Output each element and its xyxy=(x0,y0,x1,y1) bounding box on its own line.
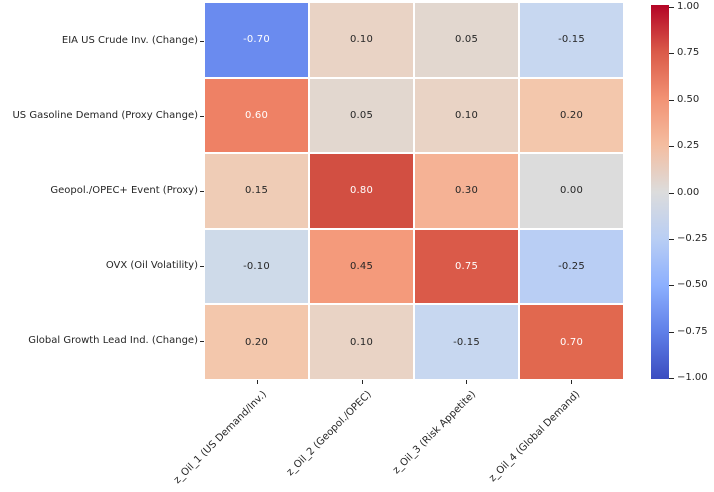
heatmap-cell: 0.20 xyxy=(205,305,308,379)
colorbar-tick xyxy=(669,331,674,333)
x-tick xyxy=(361,380,363,384)
colorbar-tick xyxy=(669,285,674,287)
column-label: z_Oil_1 (US Demand/Inv.) xyxy=(171,389,270,487)
colorbar-tick xyxy=(669,192,674,194)
heatmap-cell: 0.10 xyxy=(310,305,413,379)
colorbar-tick xyxy=(669,99,674,101)
column-label: z_Oil_4 (Global Demand) xyxy=(487,389,583,485)
colorbar-tick-label: 0.75 xyxy=(677,47,700,59)
y-tick xyxy=(200,266,204,268)
heatmap-cell: 0.10 xyxy=(415,78,518,153)
heatmap-cell: -0.10 xyxy=(205,229,308,304)
colorbar-tick-label: 1.00 xyxy=(677,1,700,12)
y-tick xyxy=(200,191,204,192)
colorbar-tick xyxy=(669,7,674,8)
x-tick xyxy=(257,380,259,384)
y-tick xyxy=(200,115,204,117)
heatmap-cell: 0.60 xyxy=(205,78,308,153)
colorbar-tick-label: 0.25 xyxy=(677,140,700,152)
colorbar-tick xyxy=(669,53,674,55)
colorbar-tick-label: 0.50 xyxy=(677,93,700,105)
heatmap-cell: 0.75 xyxy=(415,229,518,304)
heatmap-cell: -0.15 xyxy=(415,305,518,379)
heatmap-cell: 0.05 xyxy=(415,3,518,77)
column-label: z_Oil_2 (Geopol./OPEC) xyxy=(284,389,374,479)
colorbar-tick xyxy=(669,378,674,379)
heatmap-cell: 0.80 xyxy=(310,154,413,228)
colorbar-tick-label: −0.75 xyxy=(677,325,708,337)
heatmap-cell: 0.45 xyxy=(310,229,413,304)
y-tick xyxy=(200,40,204,42)
row-label: EIA US Crude Inv. (Change) xyxy=(61,34,198,46)
heatmap-cell: 0.20 xyxy=(520,78,623,153)
heatmap-cell: 0.00 xyxy=(520,154,623,228)
colorbar-tick-label: −0.25 xyxy=(677,232,708,244)
x-tick xyxy=(466,380,468,384)
heatmap-cell: 0.15 xyxy=(205,154,308,228)
row-label: OVX (Oil Volatility) xyxy=(105,260,198,272)
heatmap-grid: -0.70 0.10 0.05 -0.15 0.60 0.05 0.10 0.20 0.15 0.… xyxy=(205,3,623,379)
y-tick xyxy=(200,341,204,343)
colorbar-tick-label: 0.00 xyxy=(677,186,700,198)
row-label: Global Growth Lead Ind. (Change) xyxy=(28,335,198,347)
colorbar-tick-label: −0.50 xyxy=(677,279,708,291)
heatmap-cell: 0.30 xyxy=(415,154,518,228)
heatmap-cell: 0.05 xyxy=(310,78,413,153)
colorbar-tick xyxy=(669,238,674,240)
heatmap-cell: -0.15 xyxy=(520,3,623,77)
colorbar-gradient xyxy=(651,5,669,379)
colorbar-tick-label: −1.00 xyxy=(677,372,708,383)
row-label: US Gasoline Demand (Proxy Change) xyxy=(12,109,198,121)
x-tick xyxy=(570,380,572,384)
colorbar-tick xyxy=(669,146,674,148)
heatmap-cell: -0.25 xyxy=(520,229,623,304)
column-label: z_Oil_3 (Risk Appetite) xyxy=(390,389,479,477)
heatmap-cell: -0.70 xyxy=(205,3,308,77)
heatmap-cell: 0.70 xyxy=(520,305,623,379)
heatmap-cell: 0.10 xyxy=(310,3,413,77)
row-label: Geopol./OPEC+ Event (Proxy) xyxy=(50,185,198,196)
